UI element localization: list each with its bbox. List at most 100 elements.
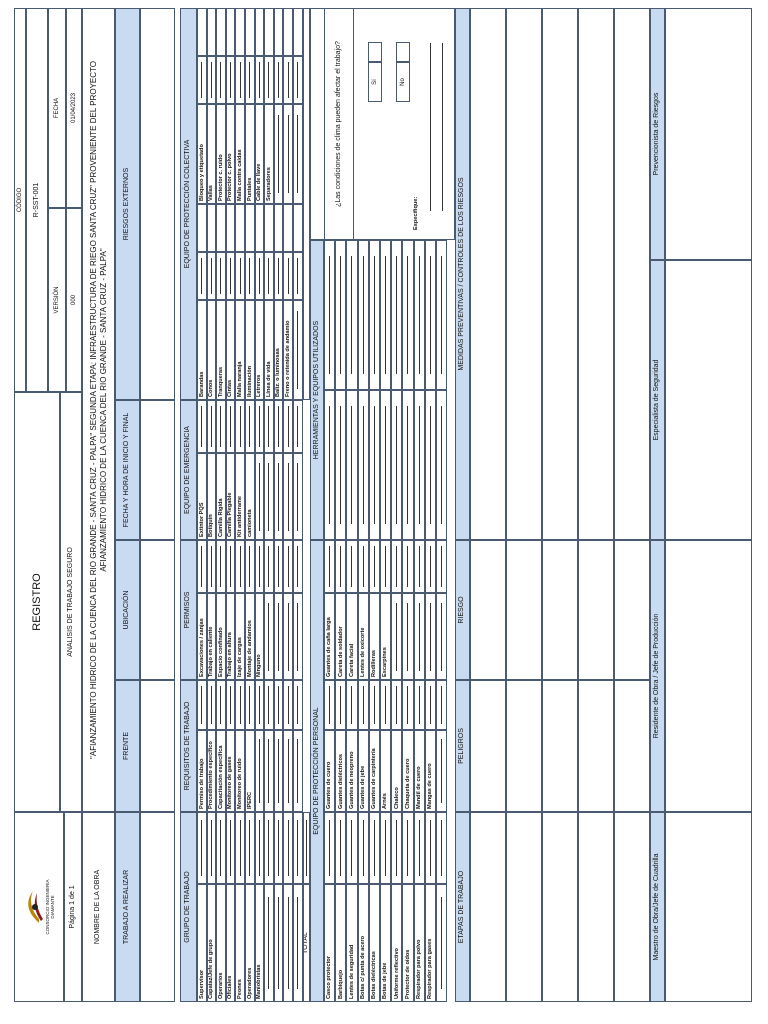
checklist-item: Botiquín [206, 453, 217, 540]
project-name-text: "AFIANZAMIENTO HIDRICO DE LA CUENCA DEL … [89, 61, 108, 759]
ppe-item-text: Arnés [382, 793, 389, 809]
collective-item-text: Línea de vida [265, 361, 272, 397]
blank-line [239, 406, 241, 448]
signature-label: Prevencionista de Riesgos [650, 8, 665, 260]
blank-line [230, 406, 232, 448]
blank-line [268, 61, 270, 99]
blank-line [441, 405, 443, 525]
ppe-item-text: Escarpines [382, 647, 389, 677]
ppe-item: Uniforme reflectivo [391, 884, 403, 1002]
collective-blank [293, 104, 303, 204]
blank-line [297, 257, 299, 295]
blank-line [429, 546, 431, 588]
check-box [273, 400, 284, 454]
collective-item-text: Tranqueras [217, 366, 224, 397]
blank-line [258, 739, 260, 804]
checklist-item-text: Botiquín [208, 514, 215, 537]
blank-line [239, 820, 241, 877]
blank-line [268, 896, 270, 990]
ppe-item: Lentes de oxicorte [357, 593, 369, 680]
check-box [273, 252, 284, 300]
blank-line [201, 820, 203, 877]
check-box [283, 204, 293, 252]
checklist-blank [283, 730, 293, 812]
blank-line [441, 685, 443, 725]
collective-item: Malla contra caídas [235, 104, 245, 204]
blank-line [220, 685, 222, 725]
blank-line [297, 602, 299, 671]
tools-title: HERRAMIENTAS Y EQUIPOS UTILIZADOS [310, 240, 324, 540]
checklist-item-text: Capacitación específica [217, 745, 224, 809]
checklist-item-text: Procedimiento específico [208, 741, 215, 809]
ppe-item-text: Mandil de cuero [415, 766, 422, 809]
collective-item-text: Baliz. o luminosas [275, 348, 282, 397]
check-box [346, 540, 358, 594]
ppe-item-text: Chaleco [393, 787, 400, 809]
blank-line [441, 602, 443, 671]
checklist-item: Operarios [216, 884, 226, 1002]
climate-line [436, 22, 448, 232]
blank-line [230, 820, 232, 877]
code-value: R-SST-001 [26, 8, 48, 392]
collective-blank [293, 300, 303, 400]
code-label-text: CÓDIGO [16, 187, 23, 213]
checklist-blank [283, 593, 293, 680]
checklist-item: Maniobristas [254, 884, 265, 1002]
blank-line [268, 685, 270, 725]
climate-line [424, 22, 436, 232]
collective-item: Barandas [197, 300, 207, 400]
tool-row [324, 390, 336, 540]
collective-title-text: EQUIPO DE PROTECCIÓN COLECTIVA [184, 139, 192, 269]
check-box [254, 8, 265, 56]
collective-item-text: Freno o retenida de andamio [284, 320, 291, 397]
checklist-item: Trabajo en caliente [206, 593, 217, 680]
check-box [225, 252, 236, 300]
blank-line [230, 61, 232, 99]
ppe-item-text: Guantes de carpintería [371, 748, 378, 809]
checklist-item: Excavaciones / zanjas [197, 593, 207, 680]
blank-line [220, 406, 222, 448]
blank-line [287, 739, 289, 804]
check-box [346, 812, 358, 885]
risk-row [470, 812, 506, 1002]
check-box [216, 252, 226, 300]
blank-line [201, 257, 203, 295]
check-box [206, 540, 217, 594]
blank-line [441, 43, 443, 211]
check-box [245, 400, 255, 454]
check-box [225, 56, 236, 104]
check-box [245, 540, 255, 594]
collective-item: Letreros [254, 300, 265, 400]
check-box [273, 540, 284, 594]
blank-line [385, 820, 387, 877]
logo-cell: CONSORCIO INGENIERIA DIAMANTE [14, 812, 64, 1002]
blank-line [278, 602, 280, 671]
work-header: UBICACIÓN [115, 540, 140, 680]
tool-row [402, 240, 414, 390]
risk-header: MEDIDAS PREVENTIVAS / CONTROLES DE LOS R… [455, 8, 470, 540]
check-box [225, 8, 236, 56]
check-box [197, 400, 207, 454]
risk-row [506, 8, 542, 540]
blank-line [230, 257, 232, 295]
checklist-blank [273, 884, 284, 1002]
checklist-item-text: Camilla Rígida [217, 498, 224, 537]
blank-line [373, 255, 375, 375]
checklist-blank [283, 884, 293, 1002]
blank-line [220, 546, 222, 588]
collective-blank [283, 104, 293, 204]
check-box [368, 680, 380, 731]
risk-row [614, 8, 650, 540]
ppe-item-text: Rodilleras [371, 649, 378, 677]
ppe-blank [424, 593, 436, 680]
checklist-blank [254, 453, 265, 540]
collective-item: Cable de llave [254, 104, 265, 204]
blank-line [268, 739, 270, 804]
ppe-item: Careta de soldador [335, 593, 347, 680]
collective-item: Protector c. ruido [216, 104, 226, 204]
check-box [206, 252, 217, 300]
check-box [216, 812, 226, 885]
blank-line [385, 546, 387, 588]
total-value [302, 812, 310, 884]
collective-item-text: Malla naranja [236, 361, 243, 397]
